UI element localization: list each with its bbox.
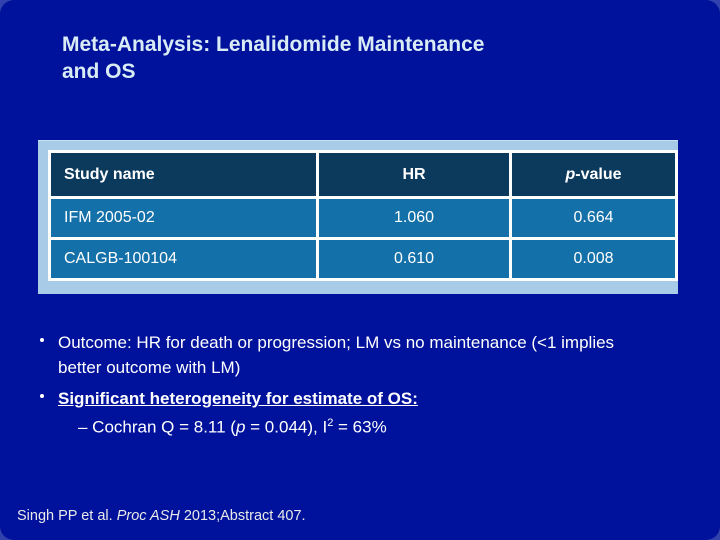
header-hr: HR	[316, 150, 512, 199]
results-table: Study name HR p-value IFM 2005-02 1.060 …	[48, 150, 678, 281]
cochran-suffix: = 63%	[333, 417, 387, 437]
bullet-heterogeneity-text: Significant heterogeneity for estimate o…	[58, 389, 418, 408]
bullet-outcome-line2: better outcome with LM)	[58, 358, 241, 377]
header-p-italic: p	[565, 165, 576, 183]
header-p-value: p-value	[509, 150, 678, 199]
cochran-superscript: 2	[327, 417, 334, 429]
citation-prefix: Singh PP et al.	[17, 508, 117, 524]
cell-p-0: 0.664	[509, 196, 678, 240]
cell-study-1: CALGB-100104	[48, 237, 319, 281]
cell-hr-0: 1.060	[316, 196, 512, 240]
bullet-outcome-text: Outcome: HR for death or progression; LM…	[58, 330, 614, 380]
citation: Singh PP et al. Proc ASH 2013;Abstract 4…	[17, 508, 306, 524]
cell-p-1: 0.008	[509, 237, 678, 281]
slide-title-line1: Meta-Analysis: Lenalidomide Maintenance	[62, 33, 485, 56]
cochran-p-italic: p	[235, 417, 246, 437]
header-study-name: Study name	[48, 150, 319, 199]
cochran-prefix: – Cochran Q = 8.11 (	[78, 417, 236, 437]
cell-study-0: IFM 2005-02	[48, 196, 319, 240]
table-panel: Study name HR p-value IFM 2005-02 1.060 …	[38, 140, 678, 294]
bullet-heterogeneity: Significant heterogeneity for estimate o…	[38, 386, 418, 411]
table-row: IFM 2005-02 1.060 0.664	[48, 196, 678, 240]
cochran-mid: = 0.044), I	[245, 417, 328, 437]
header-p-rest: -value	[575, 165, 622, 183]
bullet-dot-icon	[40, 394, 44, 398]
bullet-outcome-line1: Outcome: HR for death or progression; LM…	[58, 333, 615, 352]
citation-suffix: 2013;Abstract 407.	[179, 508, 306, 524]
table-row: CALGB-100104 0.610 0.008	[48, 237, 678, 281]
citation-source-italic: Proc ASH	[116, 508, 180, 524]
bullet-outcome: Outcome: HR for death or progression; LM…	[38, 330, 614, 380]
table-header-row: Study name HR p-value	[48, 150, 678, 199]
cell-hr-1: 0.610	[316, 237, 512, 281]
slide-title: Meta-Analysis: Lenalidomide Maintenance …	[62, 31, 484, 85]
slide-title-line2: and OS	[62, 60, 136, 83]
bullet-dot-icon	[40, 338, 44, 342]
subbullet-cochran: – Cochran Q = 8.11 (p = 0.044), I2 = 63%	[78, 417, 387, 438]
